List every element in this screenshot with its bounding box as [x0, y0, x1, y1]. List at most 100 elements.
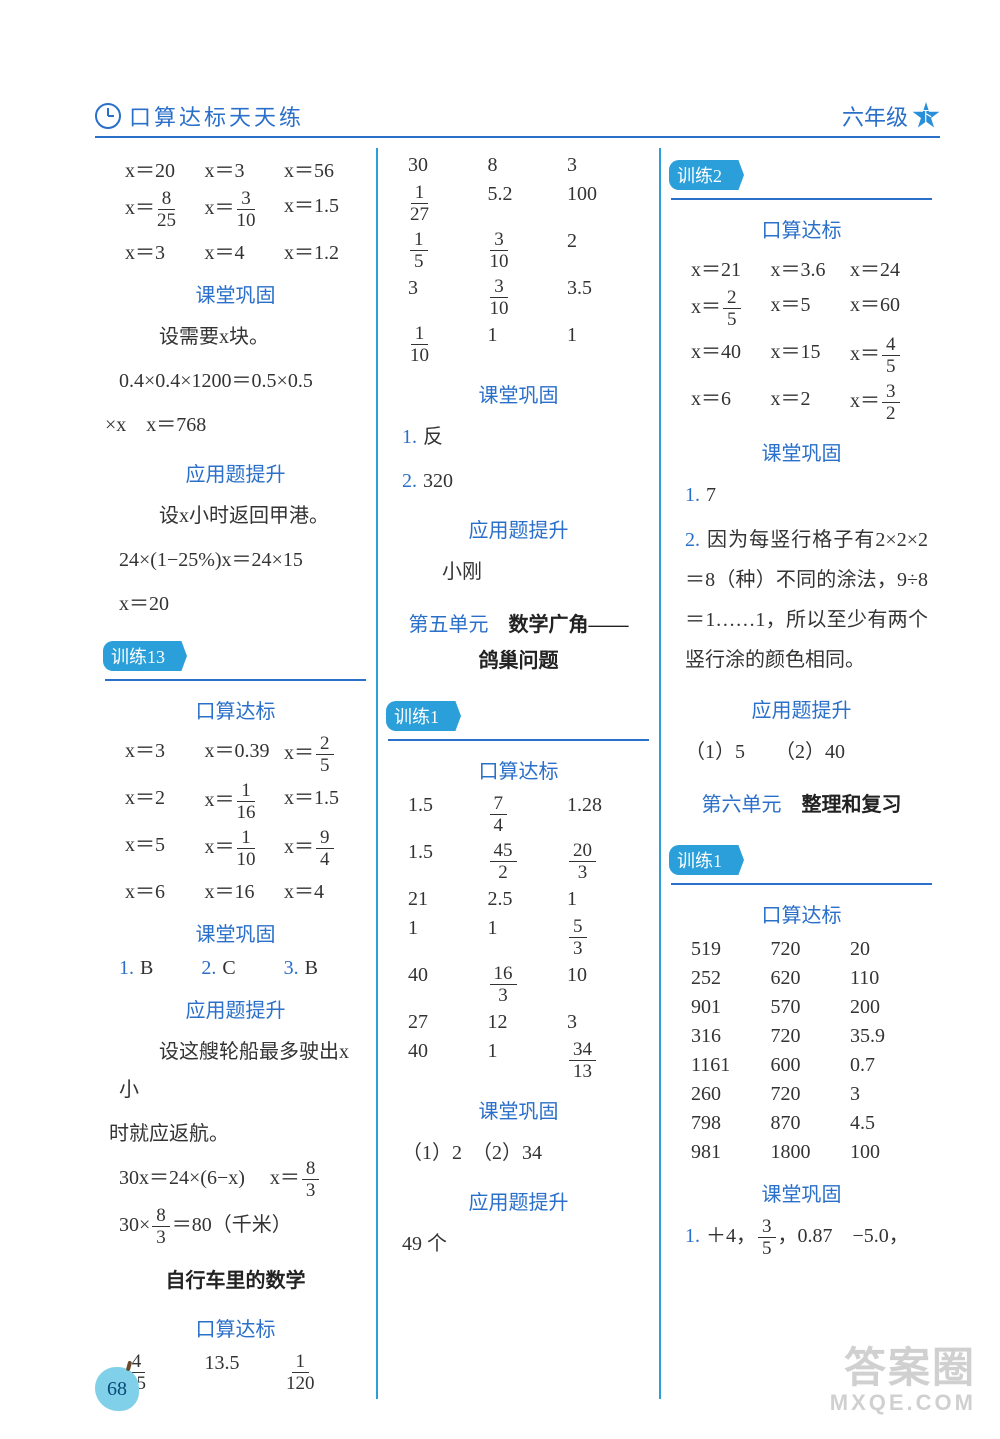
- cell: x＝15: [771, 335, 851, 376]
- heading-kousuan: 口算达标: [105, 1313, 366, 1342]
- cell: 21: [408, 888, 488, 911]
- grid-row: 153102: [408, 230, 649, 271]
- cell: 10: [567, 964, 647, 1005]
- grid-row: 33103.5: [408, 277, 649, 318]
- cell: 35.9: [850, 1025, 930, 1048]
- heading-ketang: 课堂巩固: [105, 279, 366, 308]
- ans: 2.因为每竖行格子有2×2×2＝8（种）不同的涂法，9÷8＝1……1，所以至少有…: [685, 520, 928, 680]
- eq-row: 30x＝24×(6−x) x＝83: [119, 1159, 362, 1200]
- cell: x＝3: [125, 734, 205, 775]
- cell: 720: [771, 1025, 851, 1048]
- cell: 1: [567, 324, 647, 365]
- ans: 1.7: [685, 476, 928, 514]
- grid-row: 1.5741.28: [408, 794, 649, 835]
- header-right: 六年级 下: [842, 100, 940, 132]
- page-number: 68: [107, 1378, 127, 1401]
- col3-k6-grid: 5197202025262011090157020031672035.91161…: [671, 938, 932, 1164]
- grid-row: 7988704.5: [691, 1112, 932, 1135]
- training-pill-13: 训练13: [103, 641, 175, 671]
- grid-row: x＝25x＝5x＝60: [691, 288, 932, 329]
- cell: 30: [408, 154, 488, 177]
- clock-icon: [95, 103, 121, 129]
- cell: 452: [488, 841, 568, 882]
- cell: 13.5: [205, 1352, 285, 1393]
- cell: x＝0.39: [205, 734, 285, 775]
- grid-row: 31672035.9: [691, 1025, 932, 1048]
- cell: x＝21: [691, 253, 771, 282]
- cell: 127: [408, 183, 488, 224]
- col3-k-grid: x＝21x＝3.6x＝24 x＝25x＝5x＝60 x＝40x＝15x＝45 x＝6x…: [671, 253, 932, 423]
- ans: 2.C: [201, 957, 283, 980]
- cell: 203: [567, 841, 647, 882]
- text: 设这艘轮船最多驶出x小: [119, 1033, 362, 1109]
- page-number-badge: 68: [95, 1367, 139, 1411]
- grid-row: x＝40x＝15x＝45: [691, 335, 932, 376]
- text: 设需要x块。: [119, 318, 362, 356]
- cell: x＝40: [691, 335, 771, 376]
- cell: x＝25: [691, 288, 771, 329]
- cell: 8: [488, 154, 568, 177]
- cell: 600: [771, 1054, 851, 1077]
- grid-row: 3083: [408, 154, 649, 177]
- cell: x＝1.5: [284, 189, 364, 230]
- grid-row: x＝3x＝0.39x＝25: [125, 734, 366, 775]
- cell: 981: [691, 1141, 771, 1164]
- heading-yingyong: 应用题提升: [671, 694, 932, 723]
- cell: 519: [691, 938, 771, 961]
- unit-5-title: 第五单元 数学广角—— 鸽巢问题: [388, 607, 649, 679]
- grid-row: 51972020: [691, 938, 932, 961]
- grid-row: x＝6x＝2x＝32: [691, 382, 932, 423]
- heading-kousuan: 口算达标: [671, 214, 932, 243]
- cell: 163: [488, 964, 568, 1005]
- ans: 3.B: [284, 957, 366, 980]
- eq: 30×83＝80（千米）: [119, 1206, 362, 1247]
- cell: 720: [771, 1083, 851, 1106]
- grid-row: x＝825x＝310x＝1.5: [125, 189, 366, 230]
- cell: 1800: [771, 1141, 851, 1164]
- column-3: 训练2 口算达标 x＝21x＝3.6x＝24 x＝25x＝5x＝60 x＝40x＝1…: [659, 148, 942, 1399]
- cell: 260: [691, 1083, 771, 1106]
- cell: 4.5: [850, 1112, 930, 1135]
- cell: x＝94: [284, 828, 364, 869]
- cell: 620: [771, 967, 851, 990]
- cell: 1: [567, 888, 647, 911]
- heading-kousuan: 口算达标: [388, 755, 649, 784]
- cell: x＝56: [284, 154, 364, 183]
- grade-label: 六年级: [842, 100, 908, 132]
- text: 49 个: [402, 1225, 645, 1263]
- col2-k-grid: 1.5741.281.5452203212.511153401631027123…: [388, 794, 649, 1081]
- cell: x＝116: [205, 781, 285, 822]
- ans: 1.B: [119, 957, 201, 980]
- col1-sub-grid: 41513.51120: [105, 1352, 366, 1393]
- pill-row: 训练1: [671, 833, 932, 885]
- star-badge-icon: 下: [912, 102, 940, 130]
- heading-ketang: 课堂巩固: [388, 1095, 649, 1124]
- pill-row: 训练13: [105, 629, 366, 681]
- heading-yingyong: 应用题提升: [105, 458, 366, 487]
- cell: x＝4: [284, 875, 364, 904]
- grid-row: 9811800100: [691, 1141, 932, 1164]
- text: 0.4×0.4×1200＝0.5×0.5: [119, 362, 362, 400]
- cell: x＝45: [850, 335, 930, 376]
- columns: x＝20x＝3x＝56x＝825x＝310x＝1.5x＝3x＝4x＝1.2 课堂…: [95, 148, 942, 1399]
- cell: 40: [408, 1040, 488, 1081]
- pill-row: 训练2: [671, 148, 932, 200]
- cell: 1.5: [408, 841, 488, 882]
- cell: 3: [850, 1083, 930, 1106]
- heading-yingyong: 应用题提升: [388, 1186, 649, 1215]
- cell: 2.5: [488, 888, 568, 911]
- cell: x＝3: [205, 154, 285, 183]
- cell: x＝25: [284, 734, 364, 775]
- grid-row: 212.51: [408, 888, 649, 911]
- cell: x＝310: [205, 189, 285, 230]
- cell: 252: [691, 967, 771, 990]
- answer-row: 1.B 2.C 3.B: [119, 957, 366, 980]
- cell: 27: [408, 1011, 488, 1034]
- cell: x＝3.6: [771, 253, 851, 282]
- grid-row: x＝2x＝116x＝1.5: [125, 781, 366, 822]
- cell: x＝5: [771, 288, 851, 329]
- eq: x＝83: [270, 1167, 322, 1189]
- grid-row: x＝21x＝3.6x＝24: [691, 253, 932, 282]
- header-left: 口算达标天天练: [95, 100, 304, 132]
- cell: 798: [691, 1112, 771, 1135]
